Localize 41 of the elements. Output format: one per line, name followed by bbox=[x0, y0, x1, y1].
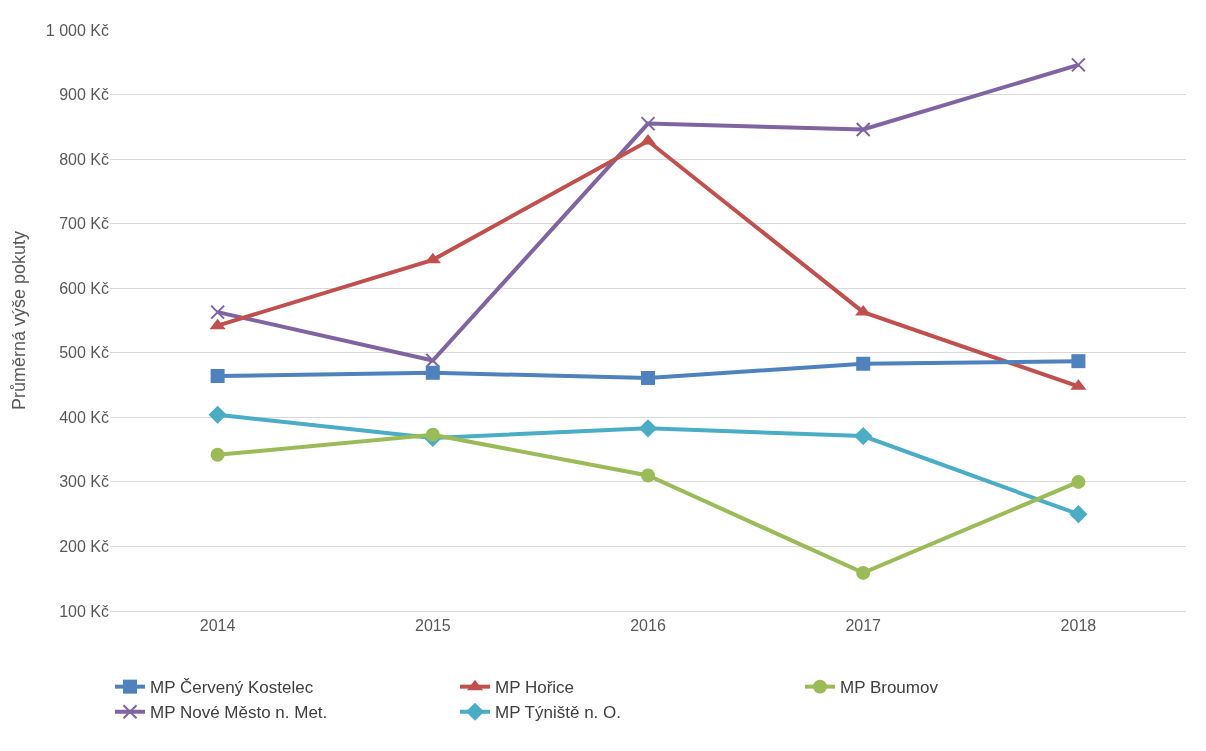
legend-label: MP Hořice bbox=[495, 678, 575, 698]
point bbox=[856, 565, 871, 580]
x-tick-label: 2016 bbox=[630, 617, 666, 635]
x-tick-label: 2014 bbox=[199, 617, 236, 635]
y-tick-label: 500 Kč bbox=[59, 344, 109, 362]
y-tick-label: 100 Kč bbox=[59, 602, 109, 620]
point bbox=[641, 370, 655, 385]
y-axis-title: Průměrná výše pokuty bbox=[9, 230, 30, 411]
point bbox=[208, 405, 227, 424]
point bbox=[210, 369, 225, 384]
point bbox=[641, 468, 655, 483]
x-tick-label: 2018 bbox=[1060, 617, 1097, 635]
y-tick-label: 200 Kč bbox=[59, 538, 109, 556]
point bbox=[1069, 505, 1088, 524]
y-tick-label: 400 Kč bbox=[59, 408, 109, 426]
x-tick-label: 2017 bbox=[845, 617, 882, 635]
x-tick-label: 2015 bbox=[415, 617, 451, 635]
point bbox=[855, 121, 871, 137]
y-tick-label: 1 000 Kč bbox=[45, 21, 109, 39]
point bbox=[854, 426, 873, 446]
point bbox=[640, 116, 656, 132]
legend-label: MP Broumov bbox=[840, 678, 939, 698]
point bbox=[425, 427, 440, 442]
y-tick-label: 800 Kč bbox=[59, 150, 109, 168]
point bbox=[1071, 354, 1086, 369]
y-tick-label: 900 Kč bbox=[59, 86, 109, 104]
point bbox=[209, 318, 226, 330]
legend-label: MP Nové Město n. Met. bbox=[150, 703, 328, 723]
point bbox=[638, 419, 658, 438]
y-tick-label: 300 Kč bbox=[59, 473, 109, 491]
point bbox=[425, 353, 441, 369]
point bbox=[1071, 474, 1086, 489]
legend-label: MP Týniště n. O. bbox=[495, 703, 621, 723]
legend-label: MP Červený Kostelec bbox=[150, 678, 314, 698]
y-tick-label: 600 Kč bbox=[59, 279, 109, 297]
point bbox=[210, 447, 225, 462]
point bbox=[210, 304, 226, 320]
point bbox=[425, 365, 440, 380]
point bbox=[1070, 57, 1086, 73]
y-tick-label: 700 Kč bbox=[59, 215, 109, 233]
point bbox=[856, 356, 871, 371]
